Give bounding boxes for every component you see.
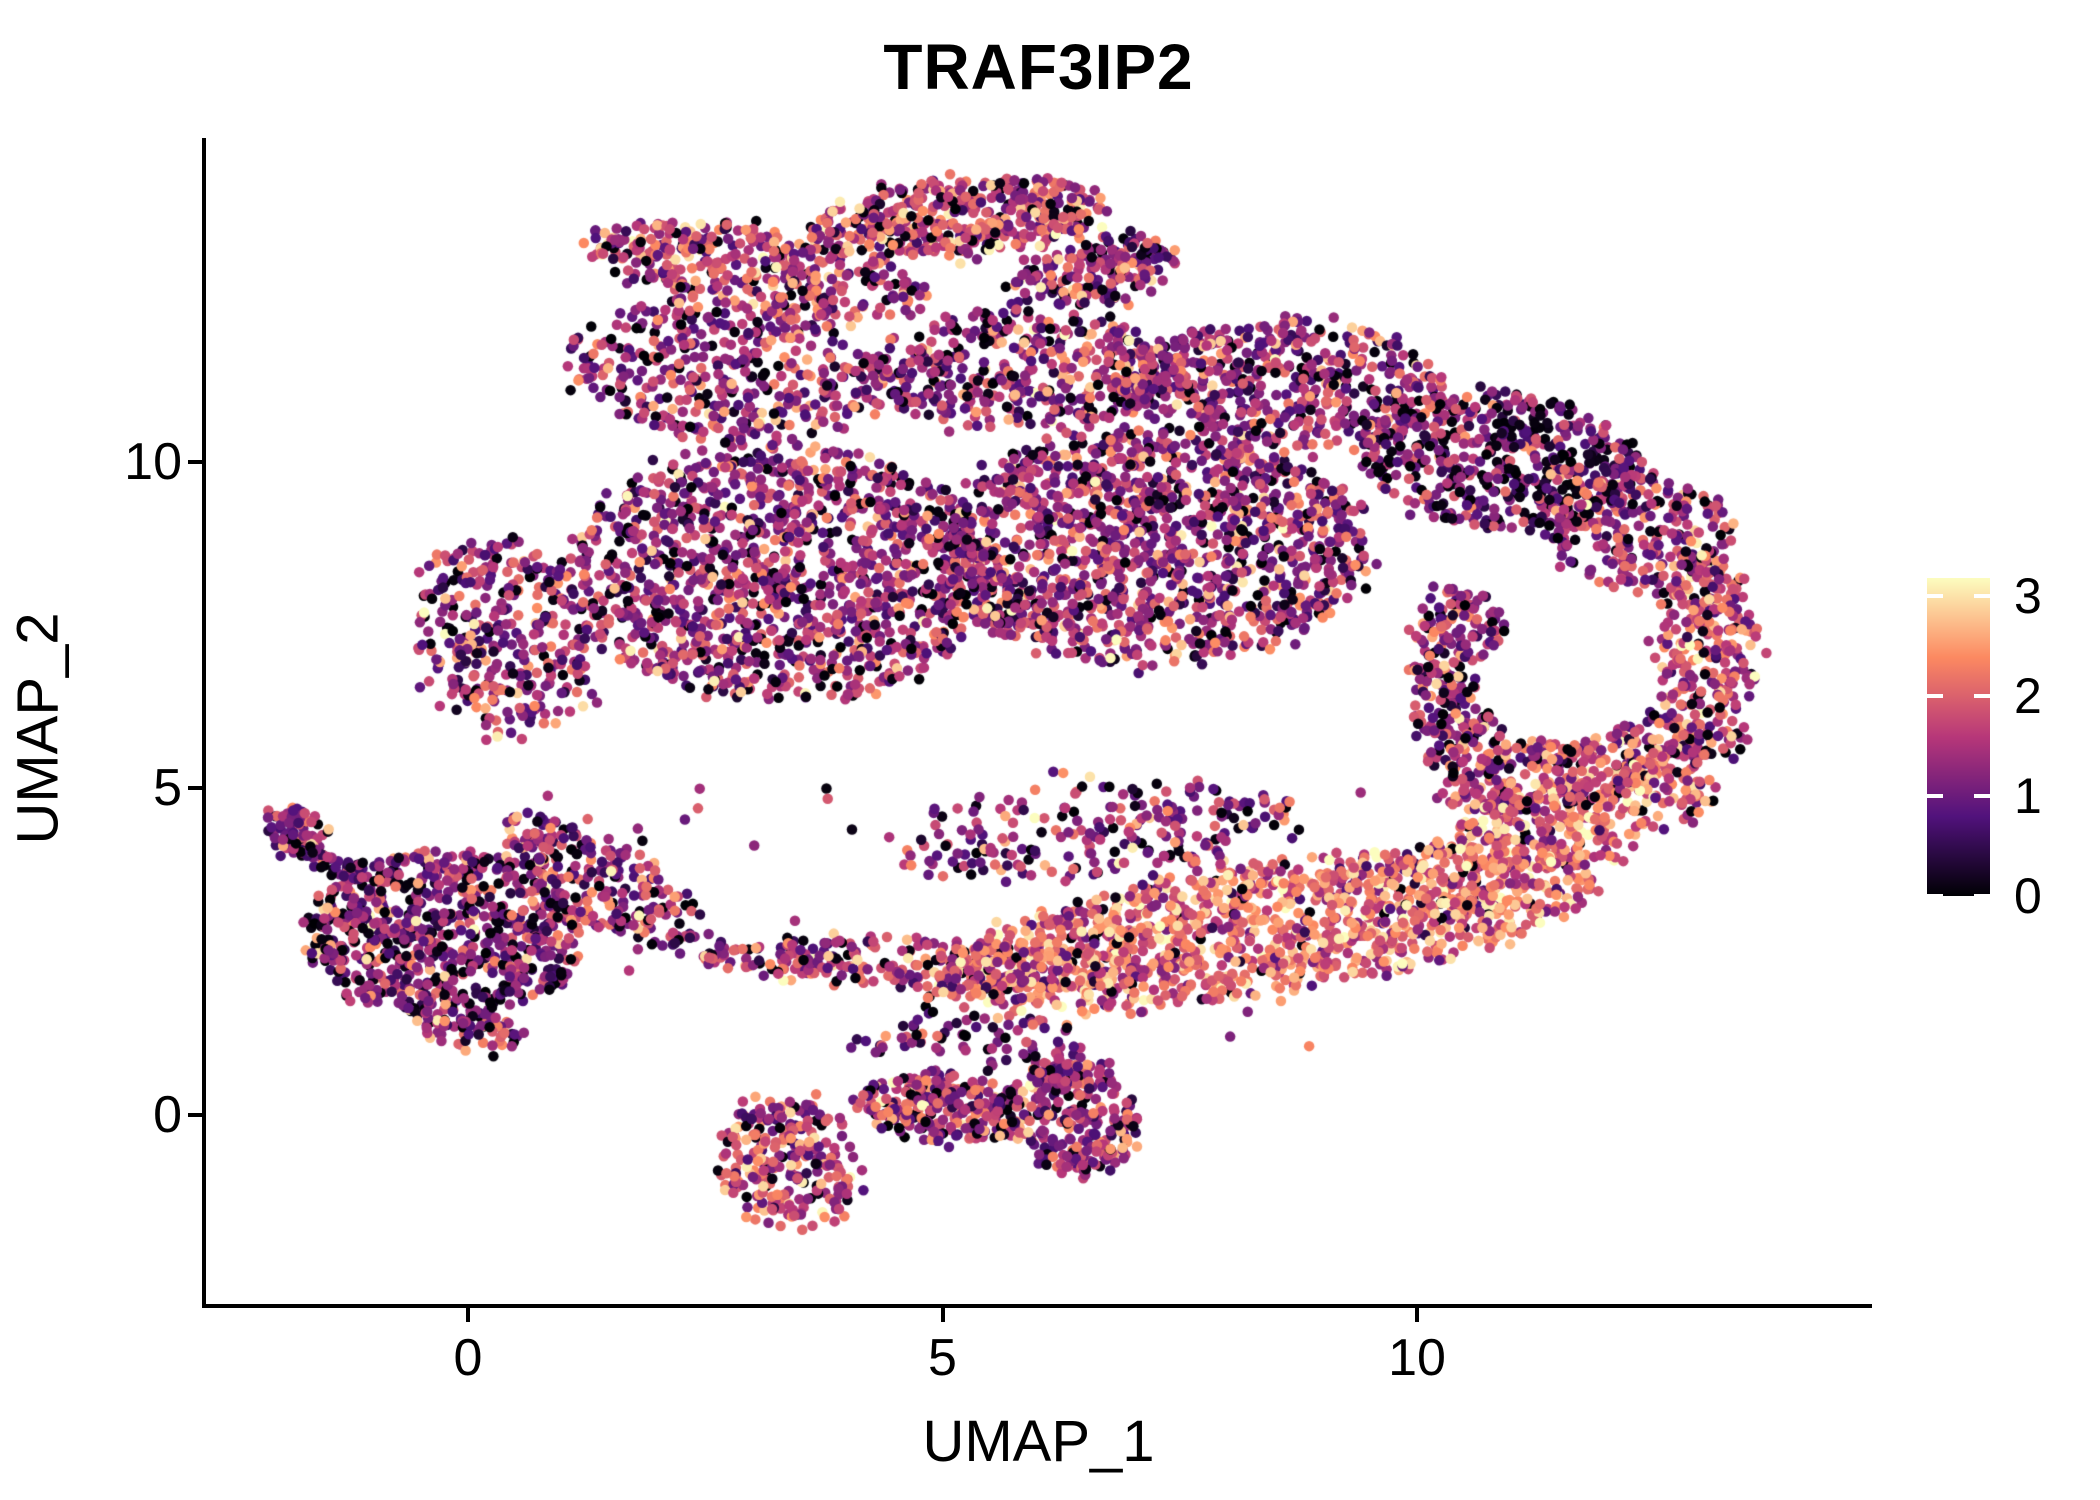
y-tick-label: 0 xyxy=(153,1085,182,1144)
colorbar-tick-label: 0 xyxy=(2014,868,2042,924)
x-tick-label: 5 xyxy=(928,1329,957,1387)
x-tick-label: 10 xyxy=(1388,1329,1446,1387)
colorbar-tick-mark xyxy=(1974,794,1990,798)
y-tick-label: 10 xyxy=(124,432,182,491)
x-axis-line xyxy=(202,1304,1872,1308)
colorbar-tick-mark xyxy=(1974,594,1990,598)
y-tick-mark xyxy=(188,1112,202,1117)
y-tick-mark xyxy=(188,786,202,791)
colorbar-tick-mark xyxy=(1927,694,1943,698)
x-tick-mark xyxy=(1415,1308,1419,1322)
y-tick-label: 5 xyxy=(153,759,182,818)
colorbar-tick-mark xyxy=(1927,594,1943,598)
x-tick-label: 0 xyxy=(453,1329,483,1387)
x-tick-mark xyxy=(466,1308,470,1322)
x-tick-mark xyxy=(940,1308,945,1322)
colorbar-tick-mark xyxy=(1974,694,1990,698)
colorbar-tick-label: 3 xyxy=(2014,568,2042,624)
colorbar-tick-mark xyxy=(1927,894,1943,898)
colorbar-tick-mark xyxy=(1927,794,1943,798)
colorbar-gradient xyxy=(1927,578,1990,896)
y-axis-line xyxy=(202,138,206,1308)
y-axis-title: UMAP_2 xyxy=(5,612,71,845)
chart-title: TRAF3IP2 xyxy=(883,31,1194,103)
colorbar-tick-mark xyxy=(1974,894,1990,898)
colorbar-tick-label: 2 xyxy=(2014,668,2042,724)
x-axis-title: UMAP_1 xyxy=(922,1409,1155,1474)
y-tick-mark xyxy=(188,459,202,464)
colorbar-tick-label: 1 xyxy=(2014,768,2042,824)
